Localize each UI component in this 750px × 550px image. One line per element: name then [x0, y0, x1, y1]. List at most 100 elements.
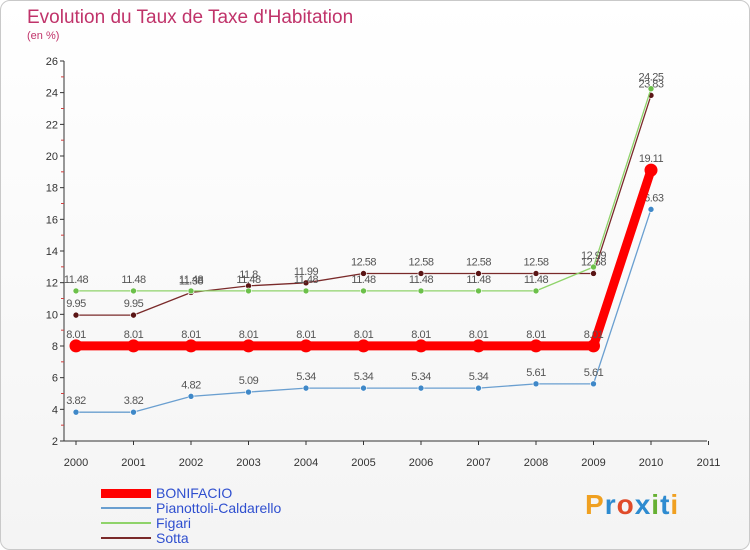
data-point	[475, 287, 482, 295]
y-tick-label: 8	[52, 341, 58, 353]
data-label: 23.83	[638, 78, 663, 90]
data-point	[245, 388, 252, 396]
legend-swatch	[101, 507, 151, 509]
data-label: 8.01	[239, 329, 259, 341]
data-label: 11.48	[524, 274, 549, 286]
data-label: 5.09	[239, 375, 259, 387]
logo-letter: i	[651, 489, 661, 520]
legend-label: Figari	[156, 515, 192, 531]
data-label: 5.34	[469, 371, 489, 383]
data-point	[69, 339, 83, 353]
logo-letter: x	[634, 489, 652, 520]
data-point	[302, 384, 310, 392]
data-point	[357, 339, 370, 353]
data-label: 5.61	[584, 367, 604, 379]
data-label: 9.95	[124, 298, 144, 310]
data-point	[302, 279, 310, 287]
data-point	[644, 163, 658, 177]
legend-swatch	[101, 488, 151, 498]
y-tick-label: 16	[46, 214, 58, 226]
data-label: 8.01	[411, 329, 431, 341]
data-label: 12.58	[581, 256, 606, 268]
data-label: 8.01	[181, 329, 201, 341]
y-tick-label: 20	[46, 151, 58, 163]
data-label: 12.58	[408, 256, 433, 268]
data-label: 9.95	[66, 298, 86, 310]
data-label: 11.48	[179, 274, 204, 286]
data-label: 12.58	[466, 256, 491, 268]
x-tick-label: 2005	[351, 457, 375, 469]
x-tick-label: 2007	[466, 457, 490, 469]
data-point	[475, 270, 482, 277]
data-label: 11.8	[239, 269, 258, 281]
data-point	[417, 287, 425, 295]
x-tick-label: 2004	[294, 457, 318, 469]
chart-title: Evolution du Taux de Taxe d'Habitation	[27, 7, 354, 28]
legend-label: BONIFACIO	[156, 485, 233, 501]
logo-letter: r	[604, 489, 617, 520]
y-tick-label: 6	[52, 373, 58, 385]
data-label: 11.38	[179, 275, 204, 287]
legend-label: Sotta	[156, 530, 189, 546]
y-tick-label: 18	[46, 183, 58, 195]
data-label: 12.58	[351, 256, 376, 268]
data-label: 8.01	[354, 329, 374, 341]
data-point	[590, 270, 597, 277]
data-label: 11.48	[236, 274, 261, 286]
y-tick-label: 12	[46, 278, 58, 290]
data-label: 8.01	[66, 329, 86, 341]
data-point	[532, 270, 540, 277]
legend-swatch	[101, 522, 151, 524]
data-point	[299, 339, 313, 353]
data-point	[647, 85, 655, 93]
data-label: 4.82	[181, 379, 201, 391]
data-point	[184, 339, 198, 353]
x-tick-label: 2011	[697, 457, 721, 469]
data-label: 11.48	[351, 274, 376, 286]
data-label: 19.11	[639, 153, 664, 165]
data-point	[475, 384, 482, 392]
y-tick-label: 4	[52, 404, 58, 416]
legend-swatch	[101, 537, 151, 539]
logo-letter: t	[660, 489, 671, 520]
y-tick-label: 24	[46, 88, 58, 100]
data-label: 8.01	[469, 329, 489, 341]
logo-letter: i	[670, 489, 680, 520]
data-point	[360, 287, 367, 295]
data-point	[472, 339, 485, 353]
data-label: 24.25	[638, 72, 663, 84]
y-tick-label: 2	[52, 436, 58, 448]
y-tick-label: 26	[46, 56, 58, 68]
legend-item: Pianottoli-Caldarello	[101, 501, 361, 516]
data-label: 12.58	[523, 256, 548, 268]
data-label: 8.01	[124, 329, 144, 341]
data-point	[130, 408, 137, 416]
data-label: 11.99	[294, 266, 319, 278]
data-label: 12.99	[581, 250, 606, 262]
data-point	[532, 380, 540, 388]
data-point	[72, 408, 80, 416]
data-point	[647, 206, 655, 213]
data-point	[130, 311, 137, 319]
logo-letter: P	[585, 489, 605, 520]
legend-item: Figari	[101, 516, 361, 531]
data-label: 5.34	[411, 371, 431, 383]
x-tick-label: 2001	[121, 457, 145, 469]
data-label: 5.34	[354, 371, 374, 383]
x-tick-label: 2008	[524, 457, 548, 469]
chart-legend: BONIFACIO Pianottoli-Caldarello Figari Sott…	[101, 486, 361, 546]
x-tick-label: 2002	[179, 457, 203, 469]
data-point	[72, 311, 80, 319]
data-point	[414, 339, 428, 353]
data-point	[187, 393, 195, 400]
data-point	[590, 263, 597, 271]
data-label: 11.48	[409, 274, 434, 286]
data-label: 8.01	[526, 329, 546, 341]
data-label: 8.01	[296, 329, 316, 341]
data-label: 11.48	[466, 274, 491, 286]
legend-item: BONIFACIO	[101, 486, 361, 501]
data-point	[127, 339, 140, 353]
data-label: 11.48	[121, 274, 146, 286]
x-tick-label: 2009	[581, 457, 605, 469]
data-point	[360, 384, 367, 392]
